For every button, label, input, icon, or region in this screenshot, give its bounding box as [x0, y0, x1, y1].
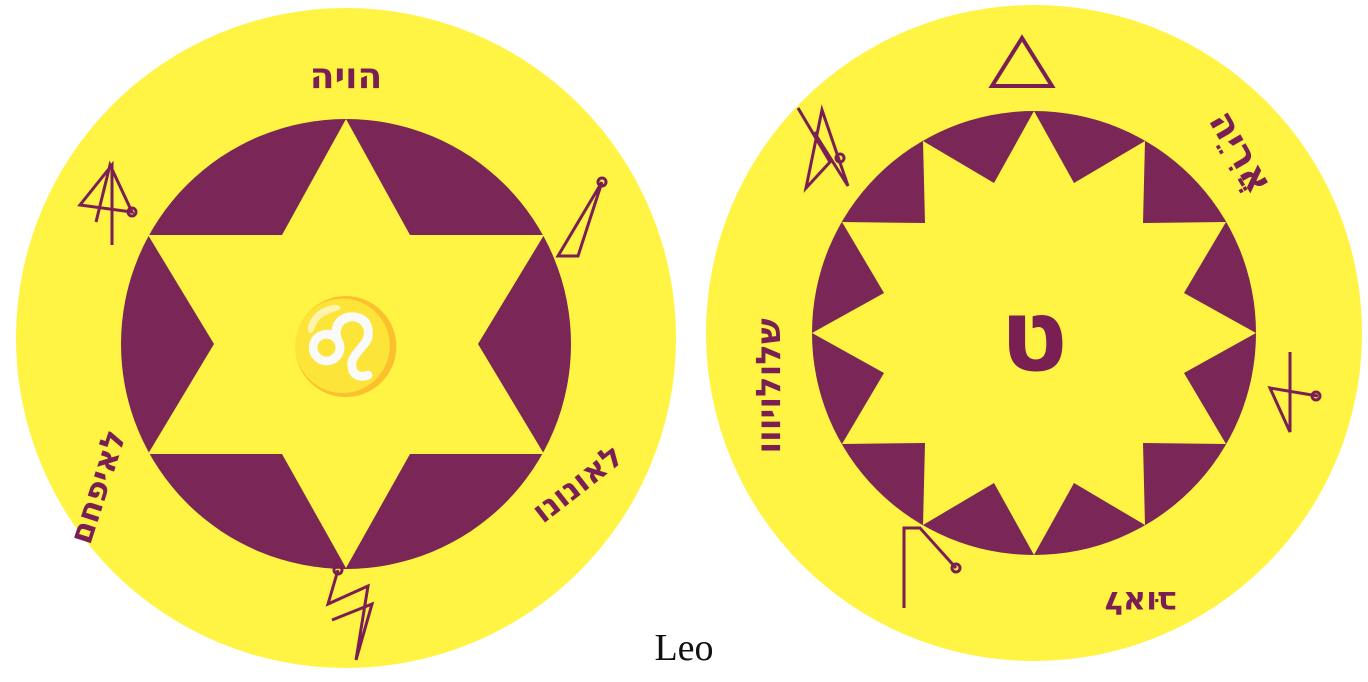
left-seal: ♌ הויה לאיפחם לאונונו	[16, 8, 676, 668]
right-seal: ט אֲרִיֵה שלולויווו לאוּב	[706, 5, 1362, 661]
right-seal-twelve-point-star	[812, 111, 1256, 555]
left-seal-sigil-right-icon	[555, 176, 608, 258]
right-seal-sigil-bottom-left-icon	[902, 526, 962, 608]
left-seal-top-inscription: הויה	[310, 56, 382, 97]
caption-leo: Leo	[654, 627, 714, 669]
fire-triangle-icon	[988, 34, 1056, 88]
right-seal-left-inscription: שלולויווו	[749, 318, 789, 454]
left-seal-sigil-bottom-icon	[325, 564, 375, 661]
right-seal-sigil-right-icon	[1267, 352, 1322, 433]
left-seal-sigil-left-icon	[77, 160, 138, 245]
right-seal-center-letter: ט	[1000, 277, 1068, 394]
right-seal-sigil-top-left-icon	[796, 104, 850, 193]
left-seal-center-symbol: ♌	[289, 293, 404, 400]
right-seal-bottom-inscription: לאוּב	[1103, 584, 1176, 622]
left-seal-hexagram	[148, 119, 544, 568]
